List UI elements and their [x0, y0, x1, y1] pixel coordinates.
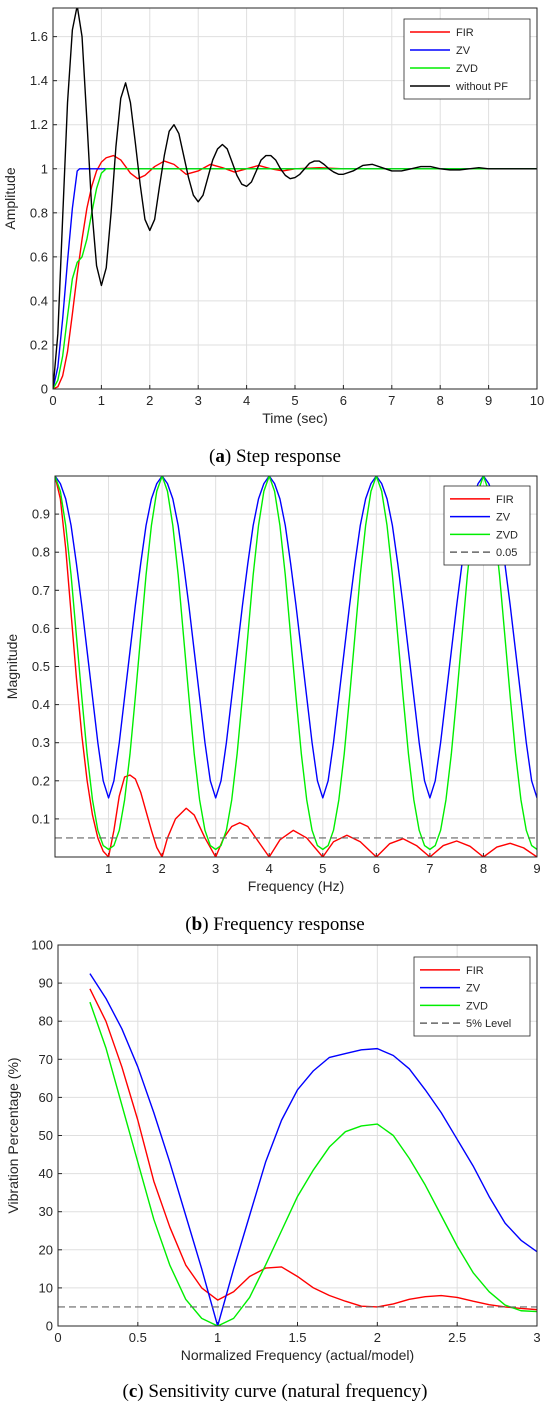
axes-box: [57, 944, 538, 1327]
y-tick-label: 0.4: [32, 697, 50, 712]
x-tick-label: 1: [214, 1330, 221, 1345]
y-axis-label: Vibration Percentage (%): [5, 1057, 21, 1213]
legend-label: ZVD: [496, 529, 518, 541]
frequency-response-chart: 1 2 3 4 5 6 7 8 9 0.1 0.2 0.3 0.4 0.5 0.6 0.7 0.8 0.9 Freq…: [4, 475, 541, 894]
sensitivity-curve-chart: 0 0.5 1 1.5 2 2.5 30102030405060708090100Norma…: [5, 938, 541, 1364]
y-tick-label: 40: [39, 1166, 53, 1181]
legend-label: 0.05: [496, 547, 517, 559]
y-tick-label: 20: [39, 1242, 53, 1257]
step-response-chart: 0 1 2 3 4 5 6 7 8 9 10 0 0.2 0.4 0.6 0.8 1 1.2 1.4 1.6 Time …: [2, 7, 544, 426]
y-tick-label: 0.3: [32, 735, 50, 750]
axes-box: [52, 7, 538, 390]
axes-box: [54, 475, 538, 858]
y-tick-label: 0: [46, 1319, 53, 1334]
y-tick-label: 90: [39, 976, 53, 991]
x-tick-label: 3: [212, 861, 219, 876]
y-tick-label: 0.2: [30, 337, 48, 352]
x-tick-label: 1: [105, 861, 112, 876]
caption-c: (c) Sensitivity curve (natural frequency…: [123, 1381, 428, 1402]
caption-a: (a) Step response: [209, 446, 341, 467]
y-tick-label: 100: [31, 938, 53, 953]
x-tick-label: 7: [388, 393, 395, 408]
series-line-fir: [89, 988, 537, 1311]
x-tick-label: 4: [243, 393, 250, 408]
x-tick-label: 7: [426, 861, 433, 876]
legend-label: ZVD: [466, 1000, 488, 1012]
x-tick-label: 2.5: [448, 1330, 466, 1345]
series-line-zvd: [89, 1001, 537, 1326]
x-tick-label: 2: [158, 861, 165, 876]
x-axis-label: Time (sec): [262, 410, 328, 426]
x-tick-label: 1.5: [288, 1330, 306, 1345]
y-tick-label: 0.8: [30, 205, 48, 220]
x-tick-label: 2: [146, 393, 153, 408]
x-tick-label: 0.5: [129, 1330, 147, 1345]
y-tick-label: 1: [41, 161, 48, 176]
x-tick-label: 5: [291, 393, 298, 408]
legend: FIR ZV ZVD without PF: [403, 18, 531, 100]
y-tick-label: 0.9: [32, 507, 50, 522]
y-tick-label: 0.7: [32, 583, 50, 598]
x-tick-label: 8: [480, 861, 487, 876]
x-tick-label: 3: [533, 1330, 540, 1345]
legend-label: 5% Level: [466, 1018, 511, 1030]
series-line-zvd: [53, 168, 537, 389]
series-group: [55, 476, 537, 857]
x-tick-label: 5: [319, 861, 326, 876]
y-tick-label: 0.2: [32, 773, 50, 788]
series-line-without-pf: [53, 8, 537, 389]
y-tick-label: 0: [41, 382, 48, 397]
caption-b: (b) Frequency response: [185, 914, 364, 935]
x-tick-label: 3: [195, 393, 202, 408]
x-tick-label: 8: [437, 393, 444, 408]
x-tick-label: 6: [373, 861, 380, 876]
legend-label: ZVD: [456, 63, 478, 75]
legend: FIR ZV ZVD 5% Level: [413, 956, 531, 1037]
y-tick-label: 0.6: [32, 621, 50, 636]
y-tick-label: 1.2: [30, 117, 48, 132]
series-line-zv: [53, 168, 537, 389]
y-tick-label: 0.4: [30, 293, 48, 308]
series-line-zv: [89, 973, 537, 1326]
legend-label: without PF: [455, 81, 508, 93]
legend-label: FIR: [466, 965, 484, 977]
y-tick-label: 30: [39, 1204, 53, 1219]
y-tick-label: 1.6: [30, 29, 48, 44]
legend-label: ZV: [456, 45, 471, 57]
y-tick-label: 50: [39, 1128, 53, 1143]
x-tick-label: 10: [530, 393, 544, 408]
x-tick-label: 9: [533, 861, 540, 876]
legend-label: FIR: [496, 494, 514, 506]
x-axis-label: Frequency (Hz): [248, 878, 344, 894]
legend: FIR ZV ZVD 0.05: [443, 485, 531, 566]
x-tick-label: 0: [54, 1330, 61, 1345]
series-line-fir: [55, 476, 537, 857]
y-tick-label: 60: [39, 1090, 53, 1105]
y-tick-label: 0.6: [30, 249, 48, 264]
x-tick-label: 9: [485, 393, 492, 408]
y-tick-label: 80: [39, 1014, 53, 1029]
x-tick-label: 4: [266, 861, 273, 876]
legend-label: ZV: [466, 983, 481, 995]
y-tick-label: 0.8: [32, 545, 50, 560]
y-tick-label: 70: [39, 1052, 53, 1067]
y-tick-label: 10: [39, 1280, 53, 1295]
series-line-zv: [55, 476, 537, 799]
legend-label: ZV: [496, 512, 511, 524]
series-group: [53, 8, 537, 389]
series-line-zvd: [55, 476, 537, 851]
y-tick-label: 0.5: [32, 659, 50, 674]
y-tick-label: 1.4: [30, 73, 48, 88]
x-tick-label: 1: [98, 393, 105, 408]
x-axis-label: Normalized Frequency (actual/model): [181, 1347, 414, 1363]
x-tick-label: 2: [374, 1330, 381, 1345]
x-tick-label: 0: [49, 393, 56, 408]
legend-label: FIR: [456, 27, 474, 39]
series-group: [58, 973, 537, 1326]
y-axis-label: Amplitude: [2, 167, 18, 229]
y-tick-label: 0.1: [32, 811, 50, 826]
y-axis-label: Magnitude: [4, 634, 20, 700]
x-tick-label: 6: [340, 393, 347, 408]
